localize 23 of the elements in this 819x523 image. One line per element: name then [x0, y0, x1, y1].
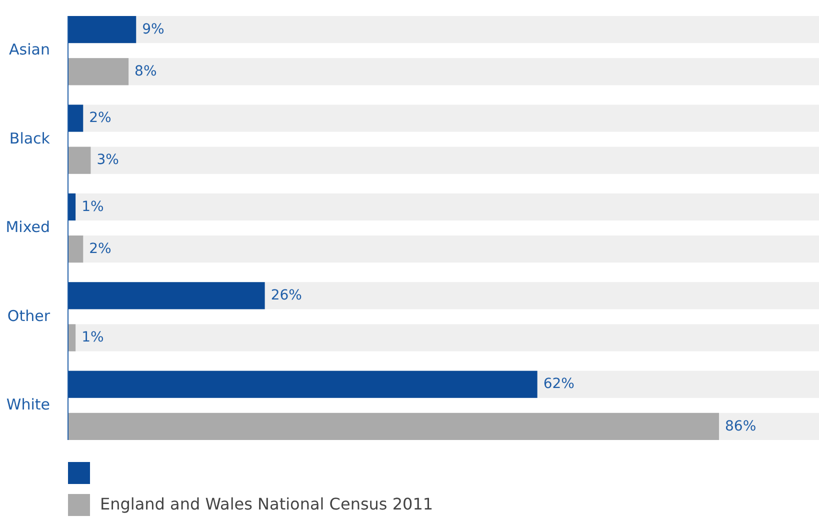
- data-label: 3%: [96, 152, 119, 168]
- data-label: 62%: [543, 376, 574, 392]
- data-label: 8%: [134, 63, 157, 80]
- data-label: 1%: [82, 198, 104, 215]
- legend-label: England and Wales National Census 2011: [100, 494, 434, 514]
- y-tick-label: Other: [7, 306, 51, 325]
- data-label: 26%: [270, 287, 302, 304]
- data-label: 86%: [725, 418, 756, 434]
- data-label: 2%: [89, 110, 112, 126]
- bar: [68, 236, 84, 263]
- y-tick-label: Black: [9, 129, 50, 148]
- bar: [68, 146, 91, 174]
- data-label: 2%: [89, 240, 112, 257]
- data-label: 1%: [82, 330, 104, 346]
- data-label: 9%: [142, 21, 164, 38]
- bar: [68, 104, 84, 132]
- bar: [68, 193, 76, 220]
- bar: [68, 58, 129, 86]
- y-tick-label: White: [6, 396, 50, 414]
- y-tick-label: Asian: [9, 40, 50, 59]
- bar: [68, 16, 136, 44]
- bar: [68, 324, 76, 352]
- y-tick-label: Mixed: [6, 218, 50, 236]
